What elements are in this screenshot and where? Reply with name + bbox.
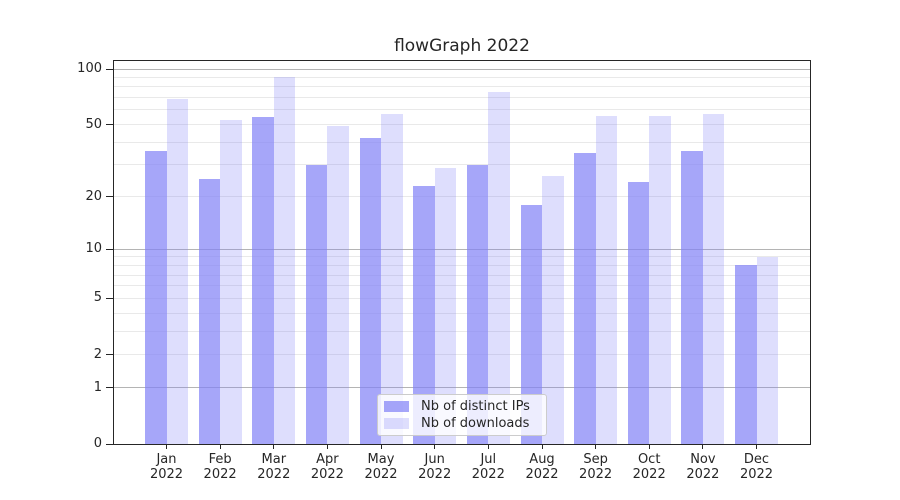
gridline-minor-30 — [114, 164, 810, 166]
x-tick-apr — [326, 445, 328, 449]
x-tick-jan — [166, 445, 167, 449]
x-tick-nov — [702, 445, 704, 449]
x-tick-aug — [541, 445, 543, 449]
gridline-minor-9 — [114, 256, 810, 258]
bar-distinct-ips-may — [359, 138, 381, 444]
x-tick-label-feb: Feb 2022 — [203, 452, 237, 482]
y-tick-0 — [106, 443, 113, 445]
gridline-minor-60 — [114, 109, 810, 111]
bar-downloads-mar — [273, 77, 296, 444]
x-tick-dec — [756, 445, 757, 449]
gridline-minor-80 — [114, 86, 810, 88]
bar-downloads-may — [381, 114, 403, 444]
x-tick-label-apr: Apr 2022 — [310, 452, 344, 482]
y-tick-10 — [106, 248, 113, 250]
plot-area — [113, 60, 811, 445]
gridline-major-10 — [114, 248, 810, 250]
y-tick-50 — [106, 124, 113, 125]
y-tick-1 — [106, 387, 113, 389]
bar-distinct-ips-sep — [574, 152, 596, 444]
x-tick-label-may: May 2022 — [364, 452, 398, 482]
x-tick-jun — [434, 445, 436, 449]
legend-swatch-distinct-ips — [384, 401, 409, 412]
bar-downloads-dec — [756, 256, 778, 444]
y-tick-20 — [106, 196, 113, 198]
gridline-minor-4 — [114, 312, 810, 314]
x-tick-label-jun: Jun 2022 — [418, 452, 452, 482]
y-tick-label-100: 100 — [77, 61, 102, 76]
legend: Nb of distinct IPs Nb of downloads — [377, 394, 547, 436]
bar-downloads-nov — [702, 114, 725, 444]
x-tick-sep — [595, 445, 597, 449]
bar-downloads-sep — [595, 115, 618, 444]
y-tick-label-20: 20 — [85, 188, 102, 204]
gridline-minor-90 — [114, 76, 810, 78]
x-tick-mar — [273, 445, 275, 449]
gridline-minor-8 — [114, 264, 810, 266]
gridline-minor-70 — [114, 97, 810, 99]
bar-downloads-feb — [220, 119, 242, 444]
legend-label-downloads: Nb of downloads — [421, 416, 530, 431]
bar-downloads-jul — [488, 92, 510, 444]
x-tick-oct — [648, 445, 650, 449]
x-tick-label-sep: Sep 2022 — [579, 452, 613, 482]
bar-downloads-apr — [327, 126, 349, 444]
gridline-minor-6 — [114, 285, 810, 287]
gridline-minor-20 — [114, 196, 810, 198]
y-tick-label-2: 2 — [93, 346, 102, 362]
y-tick-label-10: 10 — [85, 241, 102, 257]
chart-title: flowGraph 2022 — [394, 36, 530, 56]
gridline-minor-7 — [114, 274, 810, 276]
gridline-major-100 — [114, 68, 810, 70]
x-tick-feb — [219, 445, 221, 449]
bar-distinct-ips-jan — [145, 150, 167, 444]
y-tick-label-1: 1 — [93, 379, 102, 395]
bar-downloads-jun — [434, 167, 457, 444]
x-tick-jul — [487, 445, 489, 449]
gridline-minor-50 — [114, 124, 810, 125]
x-tick-label-dec: Dec 2022 — [739, 452, 774, 482]
bar-downloads-oct — [649, 115, 671, 444]
bar-distinct-ips-oct — [627, 182, 650, 444]
x-tick-label-jan: Jan 2022 — [149, 452, 184, 482]
x-tick-label-mar: Mar 2022 — [257, 452, 291, 482]
legend-swatch-downloads — [384, 418, 409, 429]
x-tick-label-nov: Nov 2022 — [686, 452, 720, 482]
bar-downloads-jan — [166, 98, 188, 444]
gridline-major-1 — [114, 387, 810, 389]
gridline-minor-3 — [114, 330, 810, 332]
bar-distinct-ips-aug — [520, 204, 542, 444]
y-tick-label-5: 5 — [93, 290, 102, 306]
gridline-minor-5 — [114, 297, 810, 299]
bar-distinct-ips-apr — [305, 164, 328, 444]
legend-row-downloads: Nb of downloads — [384, 416, 540, 431]
y-tick-5 — [106, 297, 113, 299]
x-tick-label-jul: Jul 2022 — [471, 452, 505, 482]
bar-distinct-ips-mar — [252, 116, 274, 444]
y-tick-label-50: 50 — [85, 116, 102, 132]
y-tick-label-0: 0 — [93, 436, 102, 451]
x-tick-label-aug: Aug 2022 — [525, 452, 559, 482]
x-tick-may — [380, 445, 382, 449]
bar-distinct-ips-dec — [735, 265, 757, 444]
bar-distinct-ips-jun — [413, 185, 435, 444]
bar-downloads-aug — [542, 176, 564, 444]
gridline-minor-2 — [114, 354, 810, 356]
gridline-minor-40 — [114, 141, 810, 143]
y-tick-100 — [106, 68, 113, 70]
y-tick-2 — [106, 354, 113, 356]
legend-row-distinct-ips: Nb of distinct IPs — [384, 399, 540, 414]
legend-label-distinct-ips: Nb of distinct IPs — [421, 399, 530, 414]
bar-distinct-ips-jul — [466, 164, 489, 444]
bar-distinct-ips-nov — [681, 150, 703, 444]
x-tick-label-oct: Oct 2022 — [632, 452, 666, 482]
bar-distinct-ips-feb — [198, 179, 221, 444]
